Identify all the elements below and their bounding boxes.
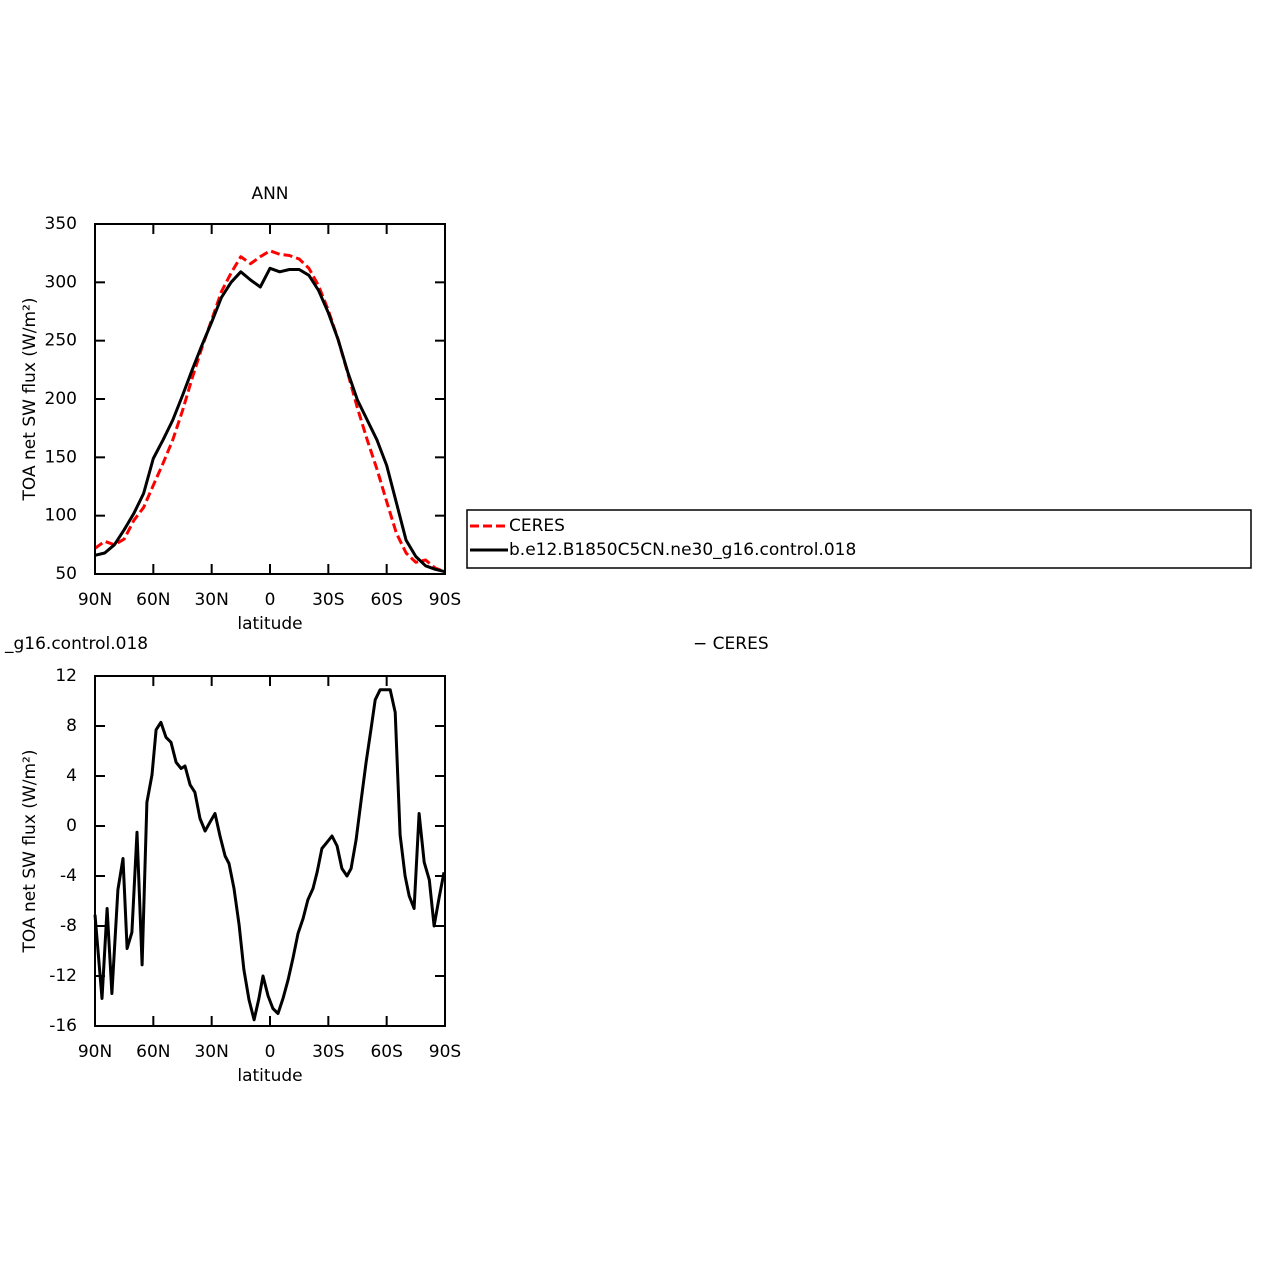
y-tick-label: 150 — [45, 447, 77, 467]
x-tick-label: 60S — [370, 1042, 402, 1062]
x-tick-label: 90N — [78, 590, 112, 610]
x-tick-label: 90N — [78, 1042, 112, 1062]
y-tick-label: 100 — [45, 506, 77, 526]
y-tick-label: 12 — [55, 666, 77, 686]
y-tick-label: -16 — [49, 1016, 77, 1036]
x-tick-label: 0 — [265, 1042, 276, 1062]
series-line — [94, 266, 446, 574]
x-tick-label: 60N — [136, 1042, 170, 1062]
y-axis-label: TOA net SW flux (W/m²) — [20, 750, 40, 954]
chart-title: _g16.control.018 — [4, 634, 148, 654]
y-tick-label: 50 — [55, 564, 77, 584]
y-tick-label: -8 — [60, 916, 77, 936]
x-tick-label: 30N — [194, 590, 228, 610]
y-tick-label: 200 — [45, 389, 77, 409]
y-tick-label: -12 — [49, 966, 77, 986]
x-tick-label: 90S — [429, 590, 461, 610]
y-tick-label: 4 — [66, 766, 77, 786]
y-tick-label: 250 — [45, 331, 77, 351]
x-axis-label: latitude — [237, 614, 302, 634]
y-axis-label: TOA net SW flux (W/m²) — [20, 298, 40, 502]
y-tick-label: 300 — [45, 272, 77, 292]
legend-label: CERES — [509, 516, 565, 536]
chart-title: ANN — [251, 184, 288, 204]
chart-title: − CERES — [693, 634, 769, 654]
x-tick-label: 30N — [194, 1042, 228, 1062]
y-tick-label: 0 — [66, 816, 77, 836]
x-axis-label: latitude — [237, 1066, 302, 1086]
x-tick-label: 30S — [312, 590, 344, 610]
x-tick-label: 60S — [370, 590, 402, 610]
legend-box — [466, 509, 1252, 569]
legend-label: b.e12.B1850C5CN.ne30_g16.control.018 — [509, 540, 856, 560]
x-tick-label: 0 — [265, 590, 276, 610]
y-tick-label: -4 — [60, 866, 77, 886]
x-tick-label: 60N — [136, 590, 170, 610]
series-line — [94, 249, 446, 574]
y-tick-label: 8 — [66, 716, 77, 736]
x-tick-label: 90S — [429, 1042, 461, 1062]
plot-frame — [94, 675, 446, 1027]
y-tick-label: 350 — [45, 214, 77, 234]
plot-frame — [94, 223, 446, 575]
x-tick-label: 30S — [312, 1042, 344, 1062]
series-line — [93, 688, 446, 1022]
